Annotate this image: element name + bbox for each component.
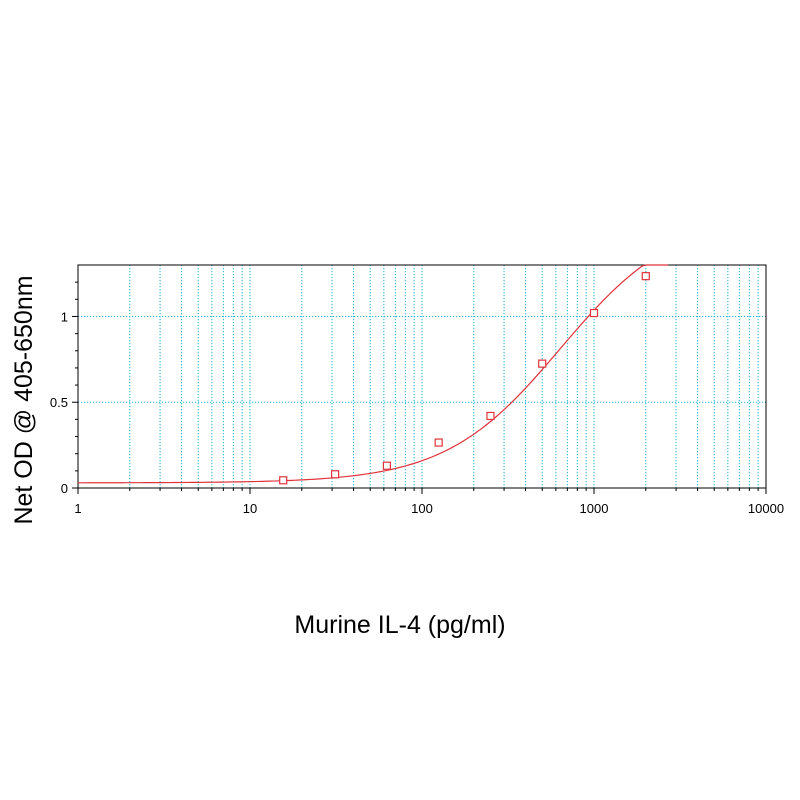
y-tick-label: 1 bbox=[61, 309, 68, 324]
x-tick-label: 10 bbox=[243, 501, 257, 516]
data-point bbox=[486, 411, 495, 421]
axis-ticks bbox=[72, 281, 767, 494]
tick-labels: 1 10 100 1000 10000 0 0.5 1 bbox=[50, 309, 784, 516]
x-tick-label: 1 bbox=[74, 501, 81, 516]
fit-curve-group bbox=[78, 264, 669, 484]
y-tick-label: 0.5 bbox=[50, 395, 68, 410]
y-tick-label: 0 bbox=[61, 481, 68, 496]
x-tick-label: 100 bbox=[411, 501, 433, 516]
x-axis-title: Murine IL-4 (pg/ml) bbox=[294, 611, 505, 639]
data-point bbox=[382, 461, 391, 470]
grid-lines bbox=[78, 265, 766, 488]
data-points bbox=[279, 272, 650, 485]
data-point bbox=[538, 359, 547, 368]
y-axis-title: Net OD @ 405-650nm bbox=[10, 275, 38, 524]
data-point bbox=[331, 470, 340, 479]
data-point bbox=[434, 438, 443, 447]
data-point bbox=[641, 272, 650, 281]
x-tick-label: 1000 bbox=[580, 501, 609, 516]
data-point bbox=[589, 308, 599, 318]
x-tick-label: 10000 bbox=[748, 501, 784, 516]
fit-curve bbox=[78, 264, 669, 484]
data-point bbox=[279, 476, 288, 485]
